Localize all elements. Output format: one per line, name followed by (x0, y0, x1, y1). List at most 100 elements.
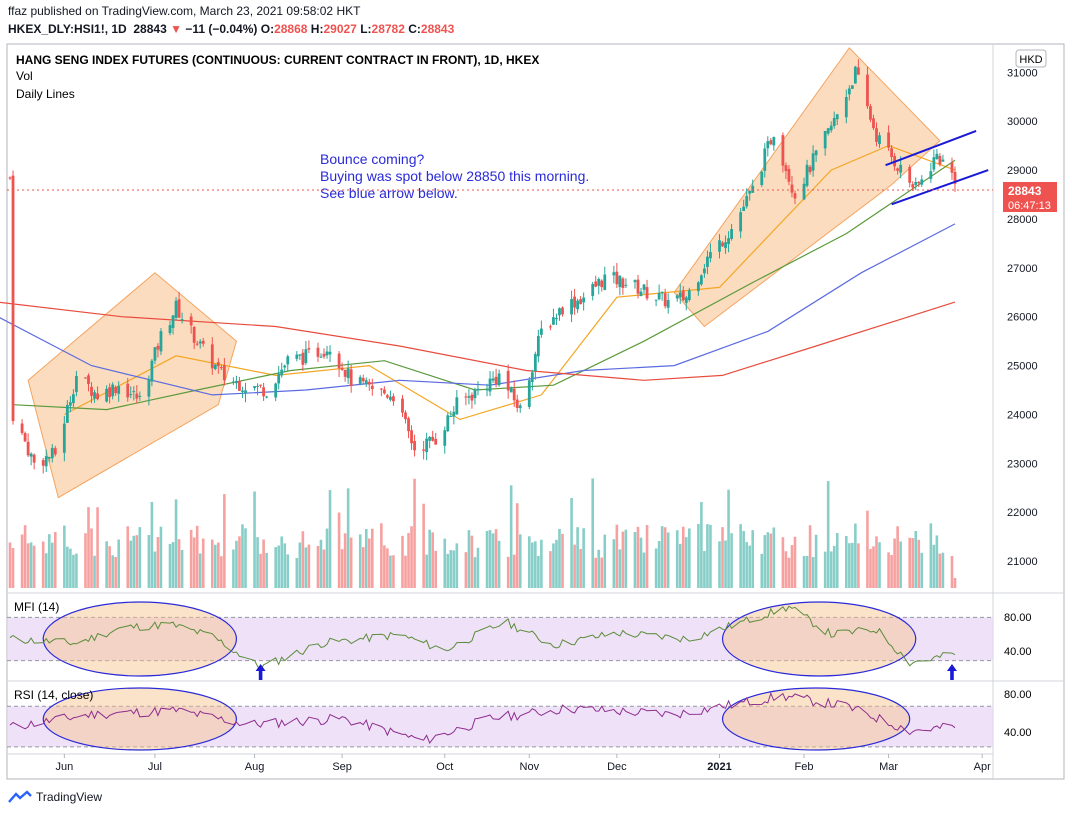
y-tick-label: 22000 (1007, 507, 1038, 519)
mfi-tick-40: 40.00 (1004, 646, 1032, 658)
volume-bar (464, 552, 468, 588)
volume-bar (851, 542, 854, 588)
volume-bar (678, 543, 682, 588)
volume-bar (319, 539, 323, 588)
candle-body (171, 315, 175, 328)
volume-bar (467, 530, 471, 588)
volume-bar (706, 524, 709, 588)
candle-body (612, 272, 616, 276)
candle-body (552, 317, 555, 325)
x-tick-label: Oct (436, 761, 453, 773)
volume-bar (591, 478, 594, 588)
volume-bar (615, 524, 619, 588)
volume-bar (446, 553, 450, 588)
candle-body (814, 150, 818, 156)
volume-bar (232, 549, 235, 588)
candle-body (699, 275, 703, 285)
volume-bar (555, 539, 558, 588)
candle-body (645, 287, 649, 299)
rsi-tick-40: 40.00 (1004, 727, 1032, 739)
volume-bar (431, 532, 434, 588)
candle-body (198, 341, 202, 344)
candle-body (579, 299, 583, 305)
volume-bar (684, 537, 688, 588)
volume-bar (537, 555, 540, 588)
volume-bar (307, 544, 311, 588)
volume-bar (576, 527, 579, 588)
volume-bar (72, 554, 75, 588)
volume-bar (425, 554, 428, 588)
volume-bar (845, 536, 848, 588)
down-triangle-icon: ▼ (170, 22, 182, 36)
candle-body (953, 171, 957, 184)
candle-body (805, 164, 809, 186)
channel-upper-line (885, 130, 977, 167)
candle-body (210, 344, 214, 369)
volume-bar (75, 553, 78, 588)
volume-bar (253, 491, 256, 588)
candle-body (298, 354, 302, 356)
candle-body (594, 281, 598, 287)
candle-body (156, 345, 160, 350)
candle-body (530, 372, 534, 382)
candle-body (428, 437, 432, 441)
candle-body (597, 278, 601, 286)
candle-body (512, 388, 516, 401)
candle-body (518, 405, 522, 409)
volume-bar (383, 545, 386, 588)
candle-body (844, 96, 848, 118)
candle-body (259, 384, 262, 386)
volume-bar (8, 542, 12, 588)
candle-body (370, 385, 374, 390)
volume-bar (380, 523, 383, 588)
mfi-ellipse-2 (721, 601, 917, 677)
candle-body (721, 242, 724, 247)
volume-bar (105, 541, 108, 588)
highlight-shapes (27, 47, 941, 499)
candle-body (325, 351, 329, 356)
candle-body (177, 299, 181, 318)
volume-bar (890, 555, 893, 588)
candle-body (811, 153, 815, 171)
volume-bars (8, 478, 957, 588)
candle-body (494, 376, 498, 384)
volume-bar (476, 547, 480, 588)
volume-bar (449, 550, 453, 588)
candle-body (283, 365, 287, 368)
volume-bar (153, 551, 157, 588)
tradingview-footer[interactable]: TradingView (8, 790, 102, 804)
candle-body (920, 179, 924, 185)
volume-bar (763, 535, 767, 588)
volume-bar (20, 534, 24, 588)
candle-body (343, 369, 347, 377)
volume-bar (645, 525, 649, 588)
candle-body (274, 383, 278, 398)
candle-body (621, 278, 625, 288)
volume-bar (452, 550, 456, 588)
candle-body (709, 252, 712, 259)
candle-body (361, 378, 365, 382)
volume-bar (938, 553, 942, 588)
candle-body (277, 373, 281, 384)
volume-bar (549, 551, 552, 588)
candle-body (603, 274, 607, 290)
volume-bar (168, 543, 172, 588)
candle-body (745, 196, 749, 207)
candle-body (509, 387, 513, 393)
volume-bar (111, 555, 114, 588)
volume-bar (108, 546, 111, 588)
trend-channel (885, 130, 989, 206)
volume-bar (473, 557, 477, 588)
candle-body (887, 132, 890, 148)
candle-body (491, 378, 495, 381)
candle-body (449, 416, 453, 418)
volume-bar (171, 542, 175, 588)
candle-body (174, 300, 178, 318)
currency-badge[interactable]: HKD (1019, 54, 1042, 66)
volume-bar (201, 538, 205, 588)
candle-body (696, 282, 700, 292)
volume-bar (703, 550, 706, 588)
candle-body (872, 118, 875, 129)
volume-bar (53, 531, 57, 588)
